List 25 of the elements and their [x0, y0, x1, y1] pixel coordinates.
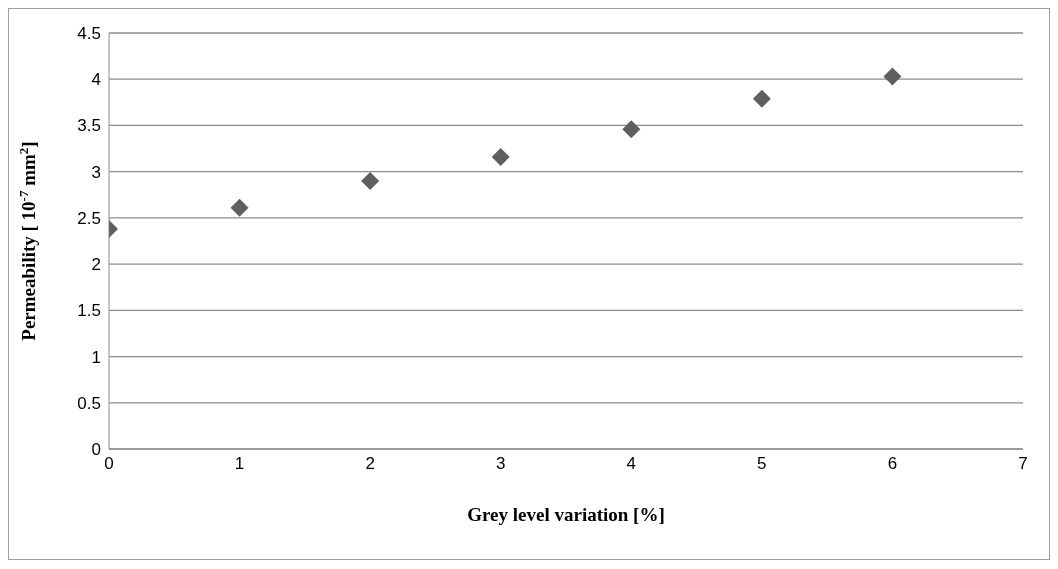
- x-tick-label: 4: [626, 454, 637, 474]
- x-tick-label: 2: [365, 454, 375, 474]
- x-tick-label: 1: [234, 454, 245, 474]
- point: [883, 67, 902, 86]
- y-tick-label: 4: [91, 70, 101, 90]
- y-tick-label: 3: [91, 162, 101, 182]
- y-tick-label: 0: [91, 440, 101, 460]
- point: [752, 89, 771, 108]
- x-axis-title: Grey level variation [%]: [467, 504, 665, 525]
- x-tick-label: 7: [1018, 454, 1028, 474]
- y-tick-label: 1.5: [77, 301, 101, 321]
- y-tick-label: 2.5: [77, 208, 101, 228]
- y-tick-label: 3.5: [77, 116, 101, 136]
- y-tick-label: 2: [91, 255, 101, 275]
- y-tick-label: 1: [91, 347, 101, 367]
- y-tick-label: 4.5: [77, 24, 101, 44]
- x-tick-label: 5: [757, 454, 767, 474]
- point: [622, 120, 641, 139]
- point: [230, 198, 249, 217]
- x-tick-label: 0: [104, 454, 114, 474]
- y-tick-label: 0.5: [77, 393, 101, 413]
- x-tick-label: 3: [495, 454, 506, 474]
- point: [491, 147, 510, 166]
- point: [361, 171, 380, 190]
- x-tick-label: 6: [887, 454, 898, 474]
